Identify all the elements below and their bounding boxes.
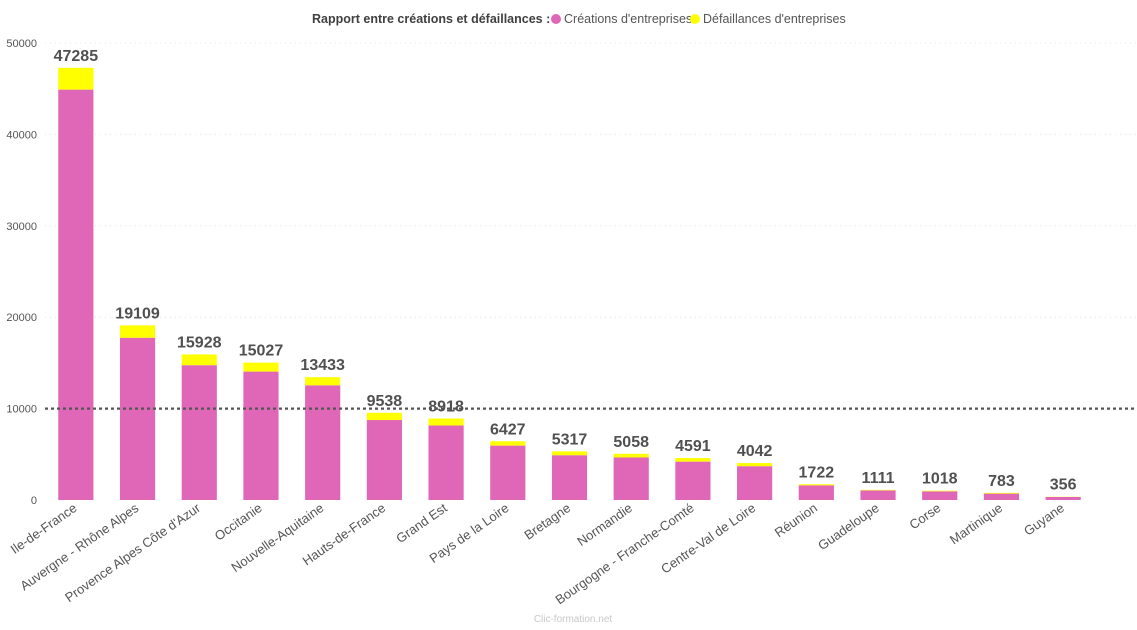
x-category-label: Grand Est xyxy=(393,500,450,546)
bar-defaillances xyxy=(428,418,464,426)
y-tick-label: 10000 xyxy=(6,404,37,416)
bar-creations xyxy=(305,385,341,500)
total-label: 6427 xyxy=(490,421,526,438)
legend-creations-marker xyxy=(551,14,561,24)
total-label: 13433 xyxy=(300,357,345,374)
total-label: 1111 xyxy=(862,470,895,487)
bar-creations xyxy=(983,493,1020,500)
total-label: 15027 xyxy=(239,343,284,360)
total-label: 5058 xyxy=(613,434,649,451)
bar-creations xyxy=(428,425,464,500)
total-label: 783 xyxy=(988,473,1015,490)
bar-creations xyxy=(243,371,279,500)
gridlines xyxy=(45,42,1137,318)
bar-creations xyxy=(737,466,773,500)
y-tick-label: 30000 xyxy=(6,221,37,233)
bar-creations xyxy=(490,445,526,500)
bar-defaillances xyxy=(922,490,958,492)
bar-defaillances xyxy=(243,362,279,372)
y-tick-label: 0 xyxy=(31,495,37,507)
x-category-label: Martinique xyxy=(947,500,1005,547)
bar-defaillances xyxy=(983,492,1020,494)
bar-creations xyxy=(613,457,649,500)
bar-defaillances xyxy=(798,484,834,486)
bar-creations xyxy=(551,455,588,500)
bar-creations xyxy=(798,485,834,500)
watermark: Clic-formation.net xyxy=(534,614,613,625)
x-category-label: Bretagne xyxy=(521,500,573,543)
total-label: 19109 xyxy=(115,305,160,322)
bar-defaillances xyxy=(737,463,773,467)
bar-defaillances xyxy=(675,458,711,462)
y-axis: 0 10000 20000 30000 40000 50000 xyxy=(6,38,37,507)
legend-title: Rapport entre créations et défaillances … xyxy=(312,12,550,26)
total-label: 5317 xyxy=(552,431,588,448)
total-label: 4591 xyxy=(675,438,711,455)
total-label: 356 xyxy=(1050,477,1077,494)
legend-defaillances-label[interactable]: Défaillances d'entreprises xyxy=(703,12,846,26)
legend: Rapport entre créations et défaillances … xyxy=(312,12,846,26)
total-labels: 47285 19109 15928 15027 13433 9538 8918 6427 531… xyxy=(54,48,1077,494)
x-category-label: Auvergne - Rhône Alpes xyxy=(17,500,141,593)
total-label: 8918 xyxy=(428,398,464,415)
bar-defaillances xyxy=(860,489,896,491)
bar-creations xyxy=(58,89,94,500)
bar-creations xyxy=(860,490,896,500)
x-category-label: Corse xyxy=(906,500,943,532)
bar-defaillances xyxy=(305,377,341,386)
bar-creations xyxy=(366,420,402,500)
bar-creations xyxy=(181,365,217,500)
y-tick-label: 20000 xyxy=(6,312,37,324)
legend-defaillances-marker xyxy=(690,14,700,24)
total-label: 47285 xyxy=(54,48,99,65)
x-category-label: Guadeloupe xyxy=(815,500,882,553)
total-label: 9538 xyxy=(367,393,403,410)
bars xyxy=(58,67,1081,500)
x-category-label: Réunion xyxy=(772,500,820,540)
bar-defaillances xyxy=(181,354,217,366)
y-tick-label: 50000 xyxy=(6,38,37,50)
bar-defaillances xyxy=(366,412,402,421)
bar-defaillances xyxy=(551,451,588,456)
bar-defaillances xyxy=(58,67,94,90)
bar-creations xyxy=(922,491,958,500)
bar-defaillances xyxy=(490,441,526,446)
x-category-label: Occitanie xyxy=(212,500,265,543)
x-category-label: Normandie xyxy=(574,500,635,549)
total-label: 1018 xyxy=(922,471,958,488)
y-tick-label: 40000 xyxy=(6,129,37,141)
bar-creations xyxy=(1045,496,1081,500)
total-label: 15928 xyxy=(177,334,222,351)
legend-creations-label[interactable]: Créations d'entreprises xyxy=(564,12,692,26)
bar-defaillances xyxy=(119,325,156,338)
x-category-label: Guyane xyxy=(1021,500,1067,538)
total-label: 1722 xyxy=(799,464,835,481)
bar-defaillances xyxy=(613,453,649,458)
bar-creations xyxy=(675,461,711,500)
total-label: 4042 xyxy=(737,443,773,460)
bar-creations xyxy=(119,337,156,500)
